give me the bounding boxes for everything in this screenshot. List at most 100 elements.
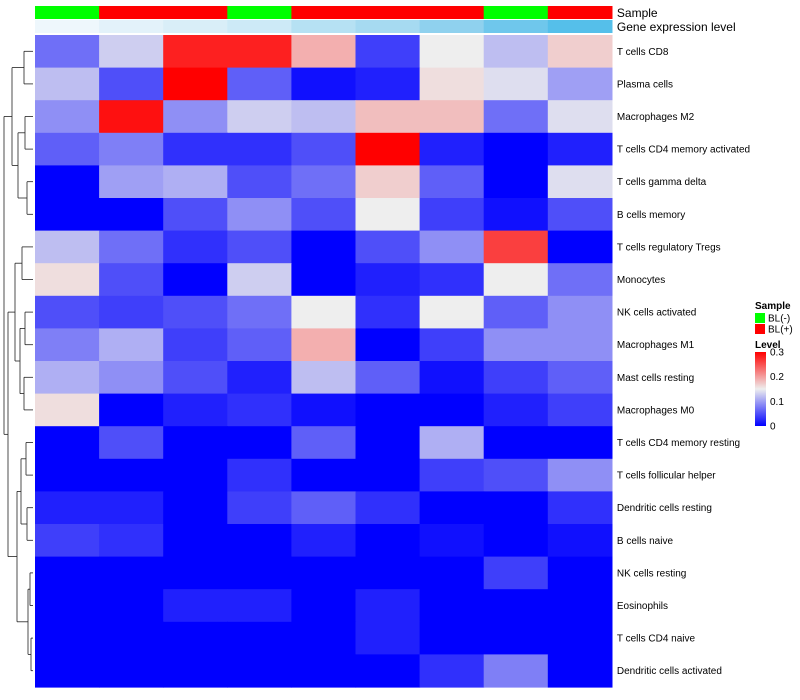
heatmap-cell [355, 556, 421, 590]
row-label: B cells naive [617, 536, 674, 547]
heatmap-cell [483, 458, 549, 492]
heatmap-cell [483, 524, 549, 558]
heatmap-cell [291, 589, 357, 623]
heatmap-cell [483, 132, 549, 166]
annotation-cell [163, 20, 228, 33]
heatmap-cell [99, 589, 164, 623]
legend-tick-label: 0 [770, 422, 776, 433]
annotation-cell [99, 20, 164, 33]
legend-sample-title: Sample [755, 301, 791, 312]
heatmap-cell [227, 132, 292, 166]
heatmap-cell [163, 295, 228, 329]
annotation-cell [99, 6, 164, 19]
heatmap-cell [163, 100, 228, 134]
heatmap-cell [547, 491, 613, 525]
heatmap-cell [291, 654, 357, 688]
annotation-cell [355, 20, 421, 33]
heatmap-cell [483, 263, 549, 297]
heatmap-cell [483, 328, 549, 362]
heatmap-cell [419, 524, 485, 558]
heatmap-cell [163, 35, 228, 69]
heatmap-cell [483, 198, 549, 232]
heatmap-cell [227, 361, 292, 395]
heatmap-cell [99, 67, 164, 101]
heatmap-cell [547, 165, 613, 199]
row-dendrogram [3, 50, 33, 672]
heatmap-cell [355, 621, 421, 655]
heatmap-cell [547, 295, 613, 329]
heatmap-cell [291, 458, 357, 492]
heatmap-cell [355, 361, 421, 395]
heatmap-cell [355, 654, 421, 688]
heatmap-cell [419, 230, 485, 264]
heatmap-cell [163, 458, 228, 492]
heatmap-cell [35, 263, 100, 297]
heatmap-cell [99, 491, 164, 525]
heatmap-cell [227, 654, 292, 688]
heatmap-cell [291, 556, 357, 590]
heatmap-cell [419, 426, 485, 460]
row-label: Dendritic cells activated [617, 666, 722, 677]
heatmap-cell [291, 198, 357, 232]
legend-tick-label: 0.3 [770, 348, 784, 359]
heatmap-cell [419, 100, 485, 134]
sample-annotation-label: Sample [617, 6, 658, 20]
heatmap-cell [35, 100, 100, 134]
heatmap-cell [547, 132, 613, 166]
heatmap-cell [291, 426, 357, 460]
heatmap-cell [99, 263, 164, 297]
heatmap-cell [291, 295, 357, 329]
heatmap-cell [99, 35, 164, 69]
heatmap-cell [291, 165, 357, 199]
row-label: Eosinophils [617, 601, 668, 612]
heatmap-cell [227, 589, 292, 623]
heatmap-cell [419, 361, 485, 395]
heatmap-cell [99, 393, 164, 427]
heatmap-cell [35, 589, 100, 623]
annotation-cell [35, 20, 100, 33]
heatmap-cell [227, 328, 292, 362]
heatmap-cell [419, 67, 485, 101]
heatmap-cell [419, 198, 485, 232]
row-label: T cells CD8 [617, 47, 669, 58]
heatmap-cells [35, 35, 613, 688]
annotation-cell [547, 6, 613, 19]
annotation-cell [291, 6, 357, 19]
heatmap-cell [419, 556, 485, 590]
heatmap-cell [483, 100, 549, 134]
heatmap-cell [483, 654, 549, 688]
heatmap-cell [99, 458, 164, 492]
heatmap-cell [99, 295, 164, 329]
heatmap-cell [483, 67, 549, 101]
heatmap-cell [35, 393, 100, 427]
heatmap-cell [419, 621, 485, 655]
heatmap-cell [547, 458, 613, 492]
heatmap-cell [355, 263, 421, 297]
row-label: Plasma cells [617, 79, 673, 90]
heatmap-cell [355, 458, 421, 492]
heatmap-cell [291, 524, 357, 558]
heatmap-cell [355, 132, 421, 166]
heatmap-cell [99, 524, 164, 558]
heatmap-cell [483, 491, 549, 525]
heatmap-cell [99, 165, 164, 199]
heatmap-cell [35, 491, 100, 525]
heatmap-cell [227, 621, 292, 655]
heatmap-cell [227, 491, 292, 525]
heatmap-cell [291, 621, 357, 655]
row-label: T cells follicular helper [617, 471, 716, 482]
heatmap-cell [99, 328, 164, 362]
heatmap-cell [227, 556, 292, 590]
gene-expression-annotation-label: Gene expression level [617, 20, 736, 34]
heatmap-cell [163, 393, 228, 427]
heatmap-cell [227, 263, 292, 297]
row-label: T cells CD4 naive [617, 634, 696, 645]
heatmap-cell [35, 165, 100, 199]
heatmap-cell [547, 328, 613, 362]
heatmap-cell [419, 589, 485, 623]
heatmap-cell [227, 67, 292, 101]
heatmap-cell [99, 426, 164, 460]
heatmap-cell [227, 458, 292, 492]
heatmap-cell [547, 67, 613, 101]
